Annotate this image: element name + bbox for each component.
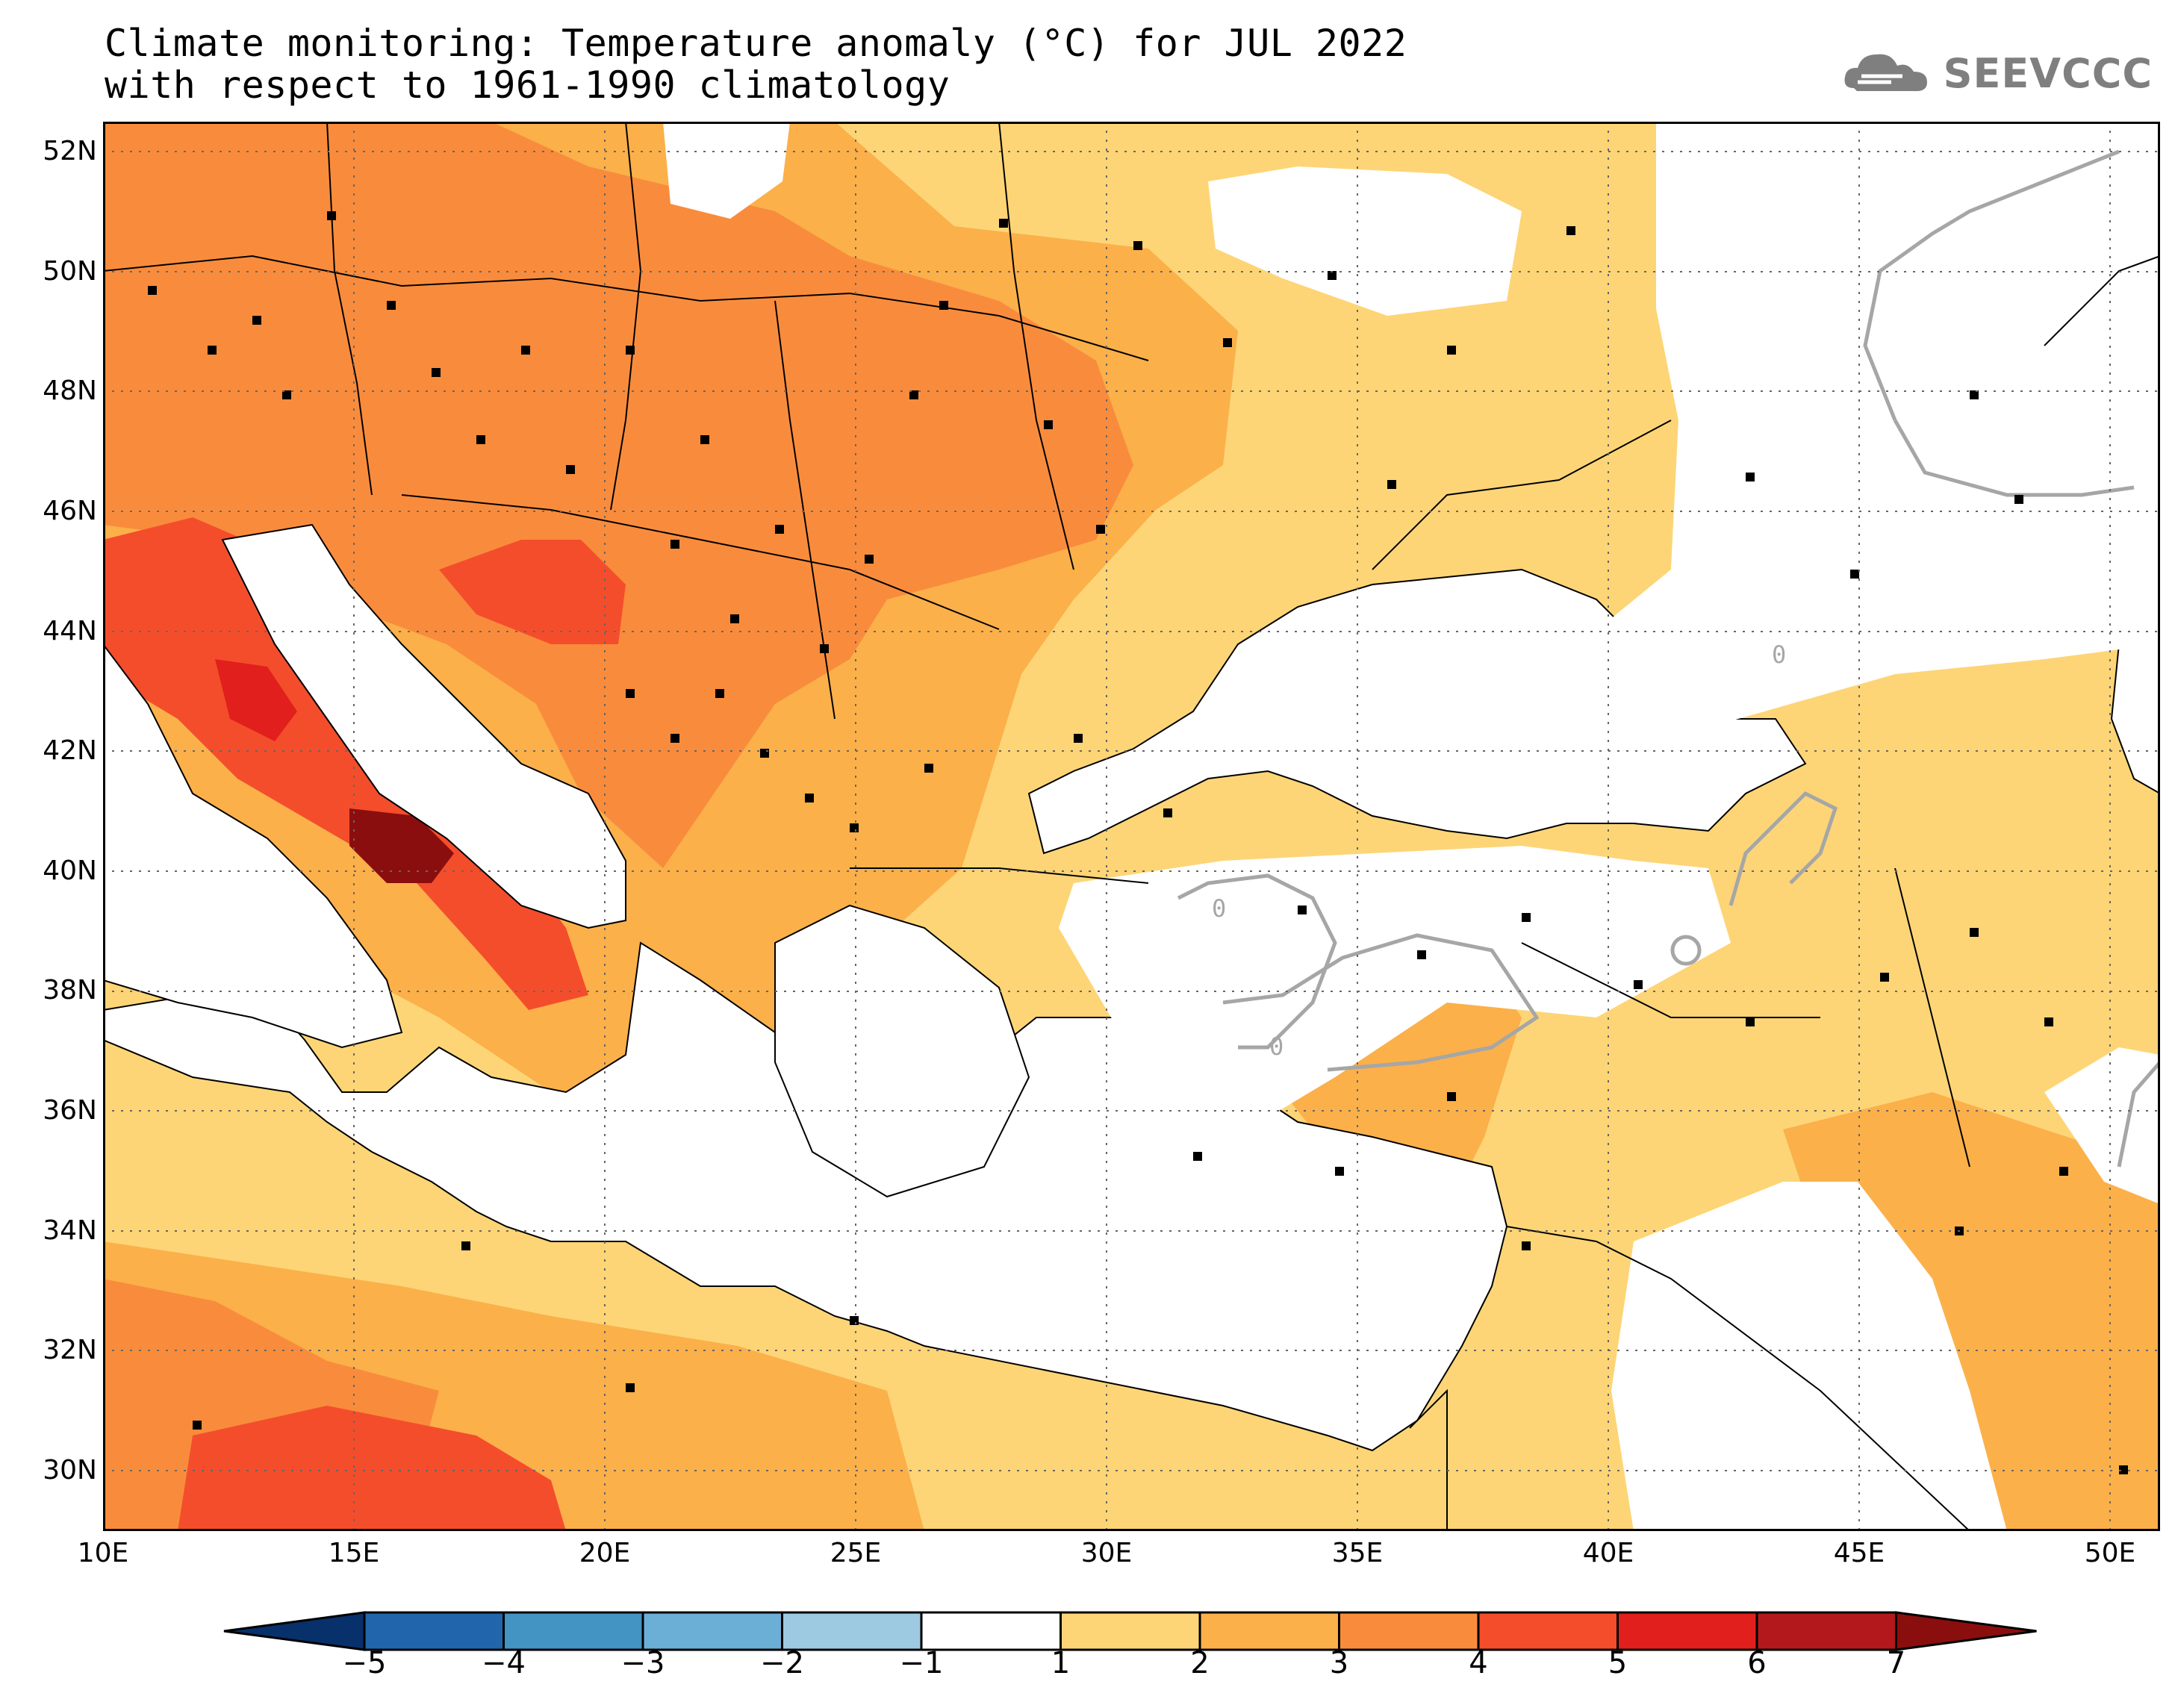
anomaly-neutral-anatolia [1059,846,1731,1122]
colorbar [223,1611,2037,1651]
lat-label: 32N [43,1335,97,1365]
colorbar-tick-label: 7 [1886,1646,1906,1680]
gridlines [103,122,2160,1531]
zero-contours [1177,149,2160,1168]
anomaly-band-mideast-2-3 [1783,1092,2160,1531]
lat-label: 50N [43,256,97,287]
colorbar-tick-label: 2 [1190,1646,1210,1680]
lat-label: 42N [43,735,97,766]
anomaly-band-4-5-italy [103,517,588,1010]
lon-label: 45E [1833,1538,1885,1568]
colorbar-cell [1617,1611,1758,1651]
lat-label: 52N [43,136,97,166]
anomaly-neutral-poland [663,122,790,219]
anomaly-band-5-6 [215,659,297,741]
anomaly-neutral-east [2044,1047,2160,1204]
temperature-anomaly-map: 0 0 0 [103,122,2160,1531]
lon-label: 40E [1582,1538,1634,1568]
colorbar-cell [502,1611,644,1651]
colorbar-tick-label: 5 [1608,1646,1628,1680]
colorbar-cell [1338,1611,1480,1651]
mediterranean-sea [103,941,1508,1452]
lon-label: 10E [77,1538,129,1568]
map-border [103,122,2160,1531]
logo-text: SEEVCCC [1943,49,2153,97]
colorbar-cell [1755,1611,1897,1651]
colorbar-tick-label: 1 [1051,1646,1071,1680]
map-title: Climate monitoring: Temperature anomaly … [105,22,1407,106]
colorbar-tick-label: 6 [1747,1646,1767,1680]
anomaly-band-6-7 [349,808,454,883]
title-line-2: with respect to 1961-1990 climatology [105,63,950,107]
anomaly-neutral-russia [1589,122,2160,734]
colorbar-cell [1477,1611,1619,1651]
anomaly-band-3-4-north [103,122,327,331]
contour-label-1: 0 [1212,894,1226,923]
colorbar-cell [781,1611,923,1651]
colorbar-cell [1060,1611,1201,1651]
contour-label-3: 0 [1269,1032,1283,1061]
lat-label: 44N [43,616,97,646]
title-line-1: Climate monitoring: Temperature anomaly … [105,22,1407,65]
lon-label: 20E [579,1538,631,1568]
lon-label: 50E [2084,1538,2136,1568]
anomaly-band-3-4 [103,122,1133,868]
adriatic-sea [221,523,626,929]
colorbar-tick-label: −5 [342,1646,387,1680]
lat-label: 36N [43,1095,97,1126]
colorbar-tick-label: 4 [1469,1646,1488,1680]
colorbar-cell [641,1611,783,1651]
colorbar-cell [920,1611,1062,1651]
colorbar-arrow-high [1895,1611,2037,1651]
colorbar-tick-label: 3 [1329,1646,1349,1680]
lat-label: 38N [43,975,97,1006]
lat-label: 46N [43,496,97,526]
colorbar-cells [223,1611,2037,1651]
lon-label: 15E [328,1538,380,1568]
anomaly-band-africa-4-5 [178,1406,566,1531]
tyrrhenian-sea [103,643,403,1049]
lat-label: 40N [43,855,97,886]
colorbar-tick-label: −4 [482,1646,526,1680]
cloud-icon [1844,54,1927,91]
colorbar-cell [363,1611,505,1651]
colorbar-tick-label: −3 [620,1646,665,1680]
aegean-sea [774,904,1030,1198]
lon-label: 25E [830,1538,882,1568]
anomaly-neutral-ukraine [1208,166,1522,316]
colorbar-tick-label: −1 [899,1646,944,1680]
anomaly-neutral-arabia [1611,1182,2007,1531]
lat-label: 48N [43,375,97,406]
anomaly-band-4-5-balkan [439,540,626,644]
lon-label: 30E [1080,1538,1133,1568]
colorbar-cell [1198,1611,1340,1651]
seevccc-logo: SEEVCCC [1839,43,2153,103]
lon-label: 35E [1331,1538,1384,1568]
colorbar-arrow-low [223,1611,366,1651]
lat-label: 30N [43,1455,97,1486]
colorbar-tick-label: −2 [760,1646,804,1680]
contour-label-2: 0 [1772,640,1786,669]
lat-label: 34N [43,1215,97,1246]
